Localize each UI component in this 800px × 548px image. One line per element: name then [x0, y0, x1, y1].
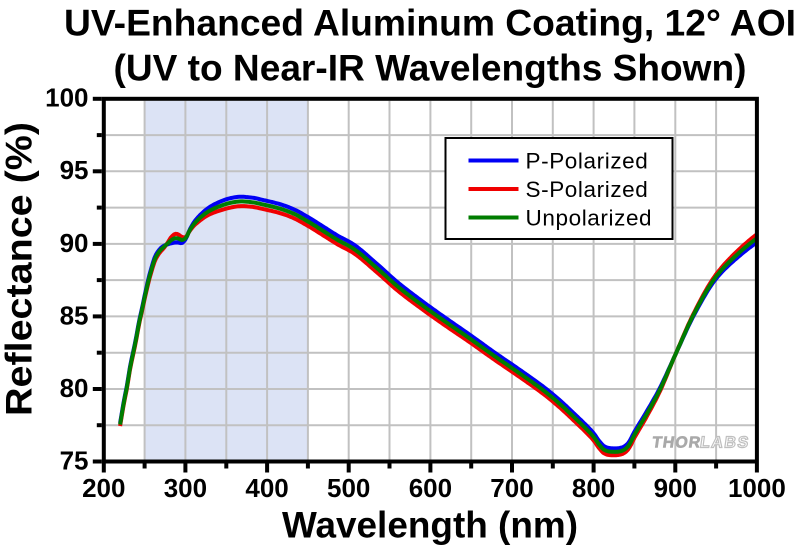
svg-text:Unpolarized: Unpolarized — [526, 206, 653, 231]
svg-text:80: 80 — [60, 373, 89, 403]
svg-text:300: 300 — [164, 473, 207, 503]
svg-text:700: 700 — [490, 473, 533, 503]
svg-text:UV-Enhanced Aluminum Coating,: UV-Enhanced Aluminum Coating, 12° AOI — [64, 3, 796, 44]
svg-text:900: 900 — [654, 473, 697, 503]
svg-text:90: 90 — [60, 228, 89, 258]
svg-text:200: 200 — [82, 473, 125, 503]
svg-text:95: 95 — [60, 155, 89, 185]
svg-text:600: 600 — [409, 473, 452, 503]
svg-text:400: 400 — [245, 473, 288, 503]
svg-text:THOR: THOR — [651, 434, 702, 452]
svg-text:75: 75 — [60, 445, 89, 475]
svg-text:100: 100 — [45, 83, 88, 113]
svg-text:800: 800 — [572, 473, 615, 503]
svg-text:500: 500 — [327, 473, 370, 503]
svg-text:Wavelength (nm): Wavelength (nm) — [282, 505, 578, 546]
svg-text:(UV to Near-IR Wavelengths Sho: (UV to Near-IR Wavelengths Shown) — [114, 48, 747, 89]
svg-text:1000: 1000 — [728, 473, 786, 503]
svg-text:Reflectance (%): Reflectance (%) — [0, 122, 40, 416]
svg-text:S-Polarized: S-Polarized — [526, 177, 649, 202]
svg-text:P-Polarized: P-Polarized — [526, 149, 649, 174]
svg-text:85: 85 — [60, 300, 89, 330]
